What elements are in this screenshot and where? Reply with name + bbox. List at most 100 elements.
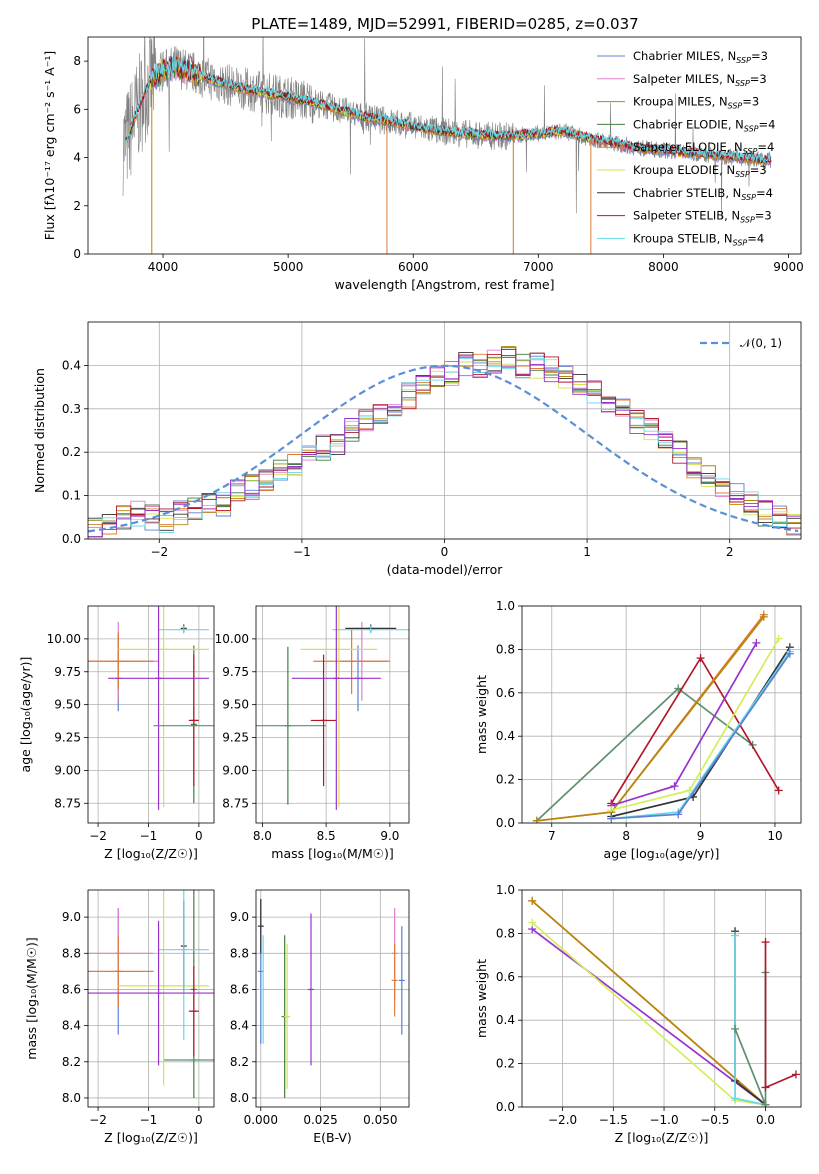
x-tick-label: 5000 — [273, 260, 304, 274]
x-axis-label: Z [log₁₀(Z/Z☉)] — [104, 1130, 198, 1145]
y-tick-label: 1.0 — [496, 883, 515, 897]
axes-frame — [87, 605, 215, 824]
errorbar-point — [188, 654, 199, 787]
y-tick-label: 8.6 — [62, 982, 81, 996]
histogram-step — [88, 356, 801, 538]
errorbar-point — [313, 628, 390, 695]
x-axis-label: (data-model)/error — [387, 562, 504, 577]
y-tick-label: 8.75 — [54, 796, 81, 810]
weight-line — [536, 616, 765, 822]
y-tick-label: 8.2 — [230, 1055, 249, 1069]
axes-frame — [255, 889, 410, 1108]
x-tick-label: 1 — [583, 545, 591, 559]
errorbar-point — [118, 606, 209, 808]
errorbar-point — [88, 935, 154, 1008]
x-tick-label: 0.0 — [756, 1113, 775, 1127]
y-tick-label: 0.0 — [496, 816, 515, 830]
y-tick-label: 8.6 — [230, 982, 249, 996]
plus-marker — [685, 786, 694, 795]
y-tick-label: 9.50 — [222, 698, 249, 712]
legend-label: Salpeter ELODIE, NSSP=4 — [633, 140, 774, 156]
axes-weight_vs_age: 7 8 9 10 0.0 0.2 0.4 0.6 0.8 1.0 age [log₁₀(age/yr… — [474, 599, 802, 861]
plus-marker — [670, 782, 679, 791]
plot-area — [88, 890, 214, 1098]
plus-marker — [761, 938, 770, 947]
y-tick-label: 0.0 — [496, 1100, 515, 1114]
plot-area — [532, 610, 794, 823]
legend-label: Chabrier ELODIE, NSSP=4 — [633, 117, 775, 133]
y-tick-label: 0.2 — [62, 445, 81, 459]
axes-spectrum: 4000 5000 6000 7000 8000 9000 0 2 4 6 8 wavelength … — [42, 36, 804, 292]
y-tick-label: 0.6 — [496, 970, 515, 984]
plot-area — [88, 606, 214, 810]
x-tick-label: 9 — [697, 829, 705, 843]
errorbar-point — [310, 654, 337, 787]
y-tick-label: 0.2 — [496, 773, 515, 787]
plus-marker — [791, 1070, 800, 1079]
x-tick-label: 10 — [767, 829, 782, 843]
errorbar-point — [118, 890, 209, 1086]
x-axis-label: Z [log₁₀(Z/Z☉)] — [615, 1130, 709, 1145]
x-tick-label: 8 — [622, 829, 630, 843]
y-tick-label: 9.00 — [222, 763, 249, 777]
y-axis-label: mass [log₁₀(M/M☉)] — [24, 937, 39, 1059]
y-tick-label: 9.0 — [62, 910, 81, 924]
x-tick-label: 8000 — [648, 260, 679, 274]
x-tick-label: −2 — [89, 1113, 107, 1127]
y-tick-label: 0.4 — [496, 1013, 515, 1027]
y-tick-label: 0.8 — [496, 926, 515, 940]
weight-line — [734, 931, 767, 1106]
x-tick-label: 0 — [441, 545, 449, 559]
x-tick-label: 0 — [195, 1113, 203, 1127]
legend-label: Kroupa MILES, NSSP=3 — [633, 95, 759, 111]
plus-marker — [759, 612, 768, 621]
y-tick-label: 8.4 — [62, 1019, 81, 1033]
y-tick-label: 8.75 — [222, 796, 249, 810]
y-tick-label: 9.25 — [54, 731, 81, 745]
figure-title: PLATE=1489, MJD=52991, FIBERID=0285, z=0… — [251, 15, 638, 33]
gaussian-curve — [88, 364, 799, 533]
y-tick-label: 0 — [73, 247, 81, 261]
x-tick-label: −1 — [293, 545, 311, 559]
y-tick-label: 9.75 — [54, 665, 81, 679]
y-tick-label: 0.4 — [62, 358, 81, 372]
plot-area — [257, 899, 405, 1098]
y-tick-label: 8.8 — [62, 946, 81, 960]
legend-label: 𝒩(0, 1) — [740, 336, 782, 350]
y-axis-label: Normed distribution — [32, 368, 47, 493]
plus-marker — [696, 654, 705, 663]
x-tick-label: −1 — [140, 1113, 158, 1127]
axes-age_vs_mass: 8.0 8.5 9.0 8.75 9.00 9.25 9.50 9.75 10.00 mass [… — [215, 605, 410, 861]
plus-marker — [607, 814, 616, 823]
x-tick-label: −0.5 — [700, 1113, 729, 1127]
x-axis-label: mass [log₁₀(M/M☉)] — [271, 846, 393, 861]
plus-marker — [761, 1083, 770, 1092]
plot-area — [256, 606, 409, 810]
y-tick-label: 0.2 — [496, 1057, 515, 1071]
plus-marker — [528, 918, 537, 927]
weight-line — [611, 642, 758, 807]
legend-label: Chabrier STELIB, NSSP=4 — [633, 186, 773, 202]
x-tick-label: −1.0 — [649, 1113, 678, 1127]
plus-marker — [528, 896, 537, 905]
plus-marker — [785, 649, 794, 658]
axes-frame — [87, 36, 802, 255]
plot-area — [528, 896, 800, 1107]
y-tick-label: 8 — [73, 54, 81, 68]
x-axis-label: E(B-V) — [313, 1130, 352, 1145]
x-tick-label: −1.5 — [599, 1113, 628, 1127]
plus-marker — [731, 931, 740, 940]
legend-label: Kroupa ELODIE, NSSP=3 — [633, 163, 767, 179]
plus-marker — [731, 1094, 740, 1103]
y-tick-label: 0.0 — [62, 532, 81, 546]
plot-area — [122, 37, 772, 254]
y-tick-label: 10.00 — [47, 632, 81, 646]
y-tick-label: 6 — [73, 102, 81, 116]
errorbar-point — [398, 926, 405, 1035]
axes-mass_vs_Z: −2 −1 0 8.0 8.2 8.4 8.6 8.8 9.0 Z [log₁₀(Z/Z☉)] ma… — [24, 889, 215, 1145]
x-tick-label: −1 — [140, 829, 158, 843]
x-axis-label: age [log₁₀(age/yr)] — [604, 846, 720, 861]
axes-frame — [87, 321, 802, 540]
axes-frame — [521, 889, 802, 1108]
x-tick-label: 0.025 — [303, 1113, 337, 1127]
